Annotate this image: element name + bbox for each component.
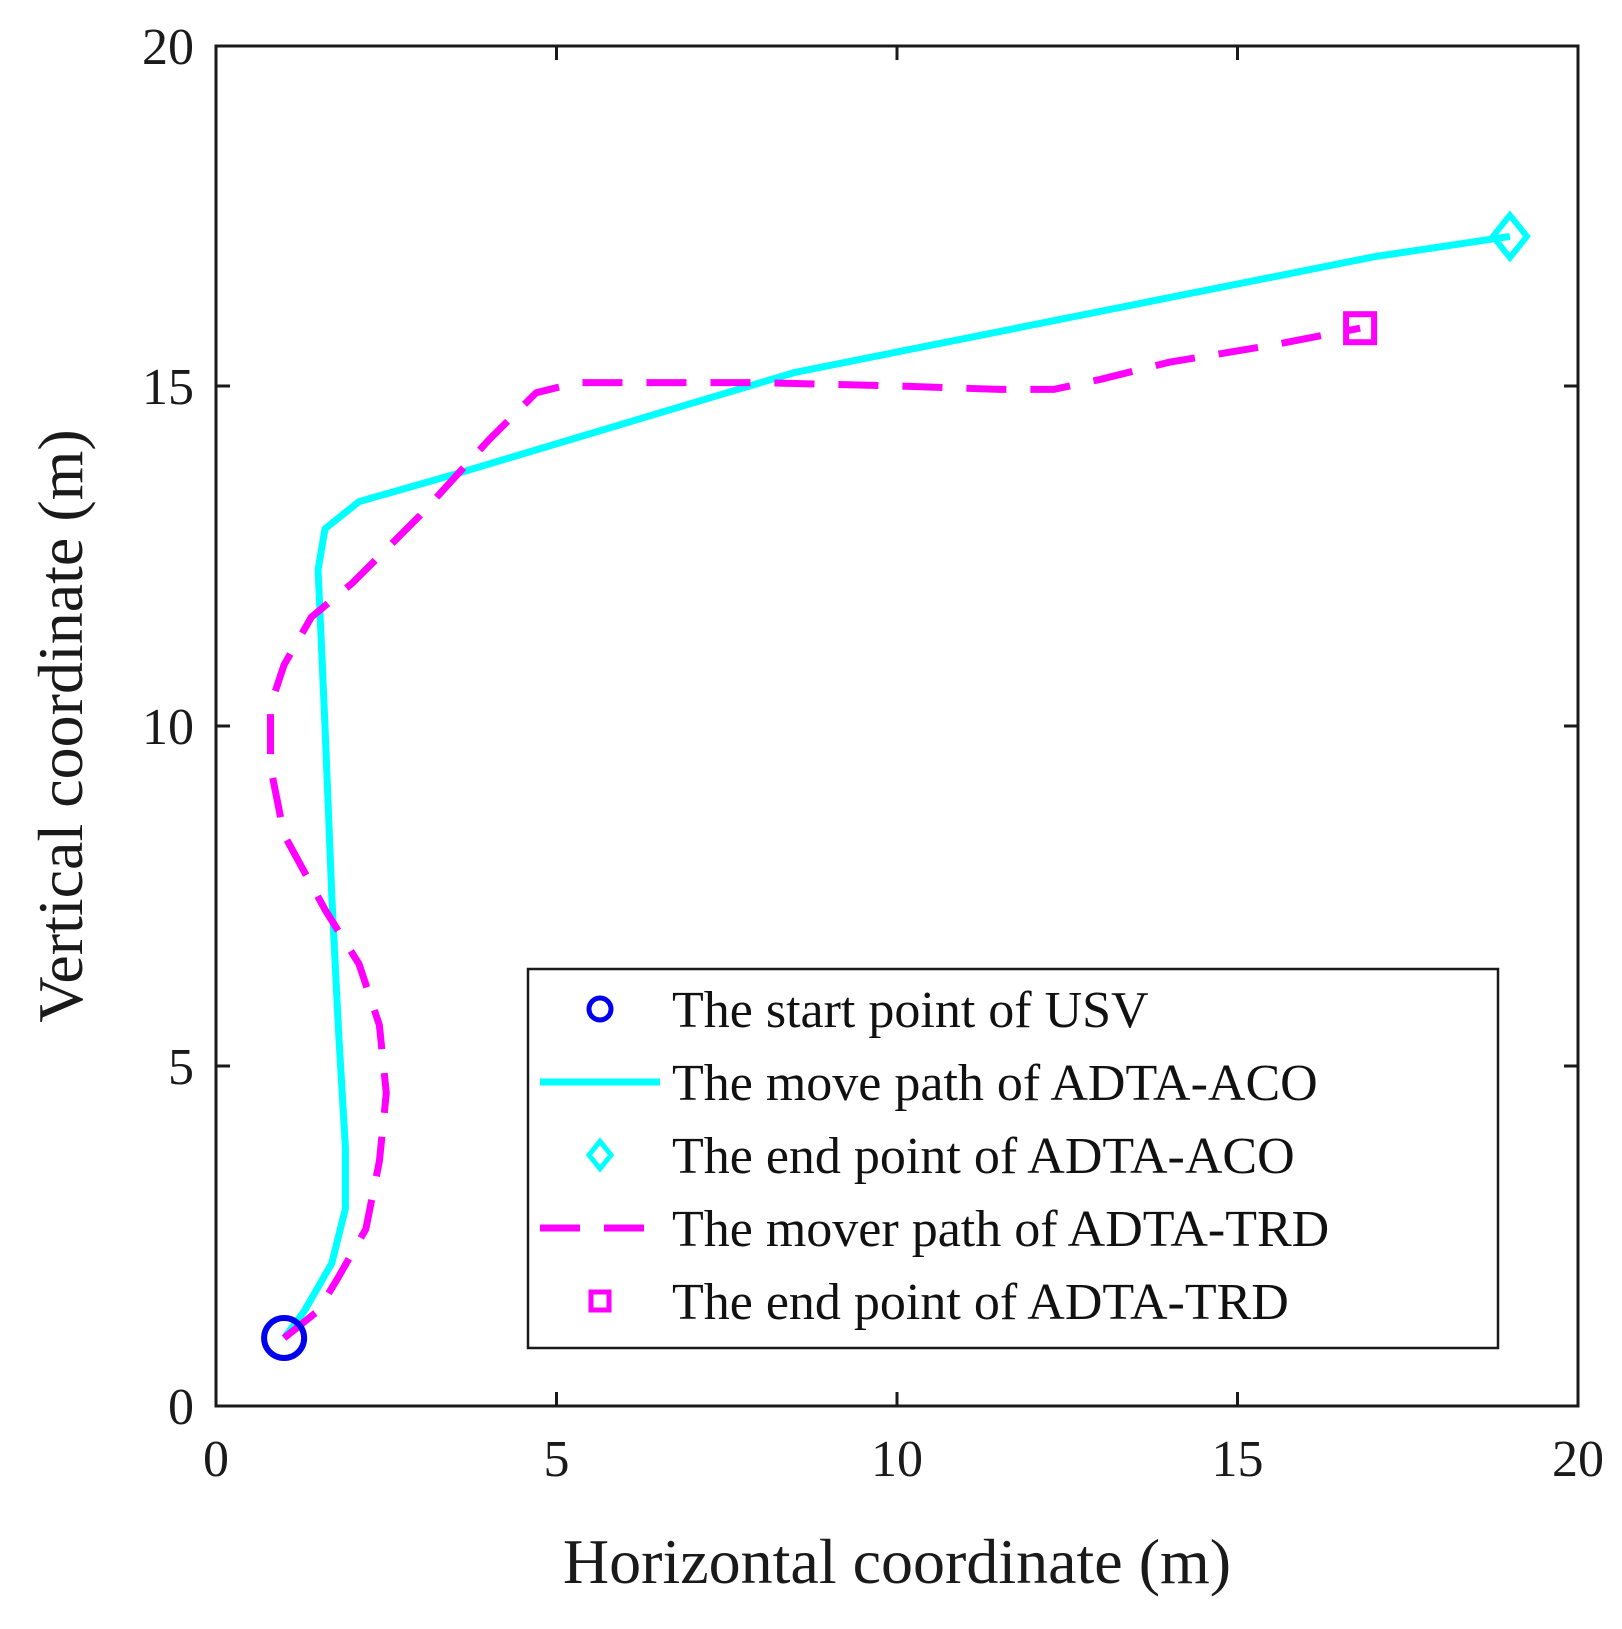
marker-square-4 — [1343, 311, 1378, 346]
legend-swatch-circle — [586, 995, 614, 1023]
legend-entry-label: The start point of USV — [672, 982, 1149, 1039]
series-line-1 — [281, 232, 1511, 1341]
legend-entry-label: The end point of ADTA-TRD — [672, 1274, 1289, 1331]
x-tick-label: 20 — [1552, 1431, 1604, 1488]
tick-marks — [214, 44, 1580, 1408]
legend-entry-label: The end point of ADTA-ACO — [672, 1128, 1295, 1185]
y-tick-label: 10 — [142, 699, 194, 756]
series-line-3 — [267, 324, 1361, 1341]
legend-box — [526, 967, 1500, 1350]
y-axis-label: Vertical coordinate (m) — [25, 429, 96, 1023]
y-tick-label: 5 — [168, 1039, 194, 1096]
x-axis-label: Horizontal coordinate (m) — [563, 1526, 1231, 1597]
x-tick-label: 10 — [871, 1431, 923, 1488]
legend-entry-label: The move path of ADTA-ACO — [672, 1055, 1318, 1112]
y-tick-label: 15 — [142, 359, 194, 416]
legend-swatch-square — [588, 1289, 612, 1313]
legend: The start point of USV The move path of A… — [526, 967, 1500, 1350]
x-tick-label: 15 — [1212, 1431, 1264, 1488]
marker-circle-0 — [261, 1315, 308, 1361]
x-tick-label: 0 — [203, 1431, 229, 1488]
x-tick-label: 5 — [544, 1431, 570, 1488]
tick-labels: 0 5 10 15 20 0 5 10 15 20 — [142, 19, 1604, 1488]
y-tick-label: 0 — [168, 1379, 194, 1436]
plot-area — [261, 210, 1531, 1361]
legend-swatch-diamond — [585, 1137, 615, 1173]
marker-diamond-2 — [1489, 210, 1531, 263]
y-tick-label: 20 — [142, 19, 194, 76]
legend-entry-label: The mover path of ADTA-TRD — [672, 1201, 1329, 1258]
